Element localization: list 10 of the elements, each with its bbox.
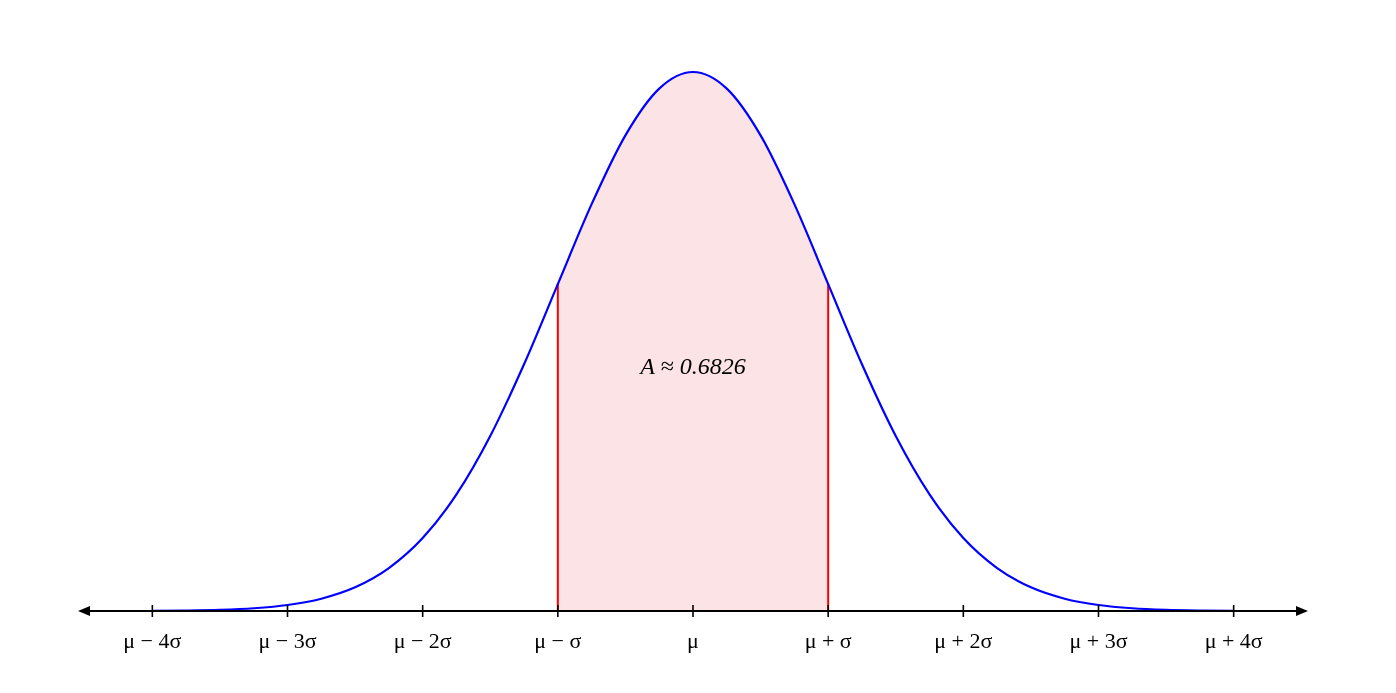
- x-tick-label: μ + 2σ: [934, 628, 993, 653]
- x-tick-label: μ + 4σ: [1204, 628, 1263, 653]
- x-tick-label: μ − 2σ: [393, 628, 452, 653]
- x-tick-label: μ − σ: [534, 628, 582, 653]
- x-tick-label: μ + 3σ: [1069, 628, 1128, 653]
- x-tick-label: μ − 4σ: [123, 628, 182, 653]
- band-label: A ≈ 0.6826: [638, 352, 746, 379]
- x-tick-label: μ + σ: [804, 628, 852, 653]
- x-tick-label: μ: [687, 628, 699, 653]
- x-tick-label: μ − 3σ: [258, 628, 317, 653]
